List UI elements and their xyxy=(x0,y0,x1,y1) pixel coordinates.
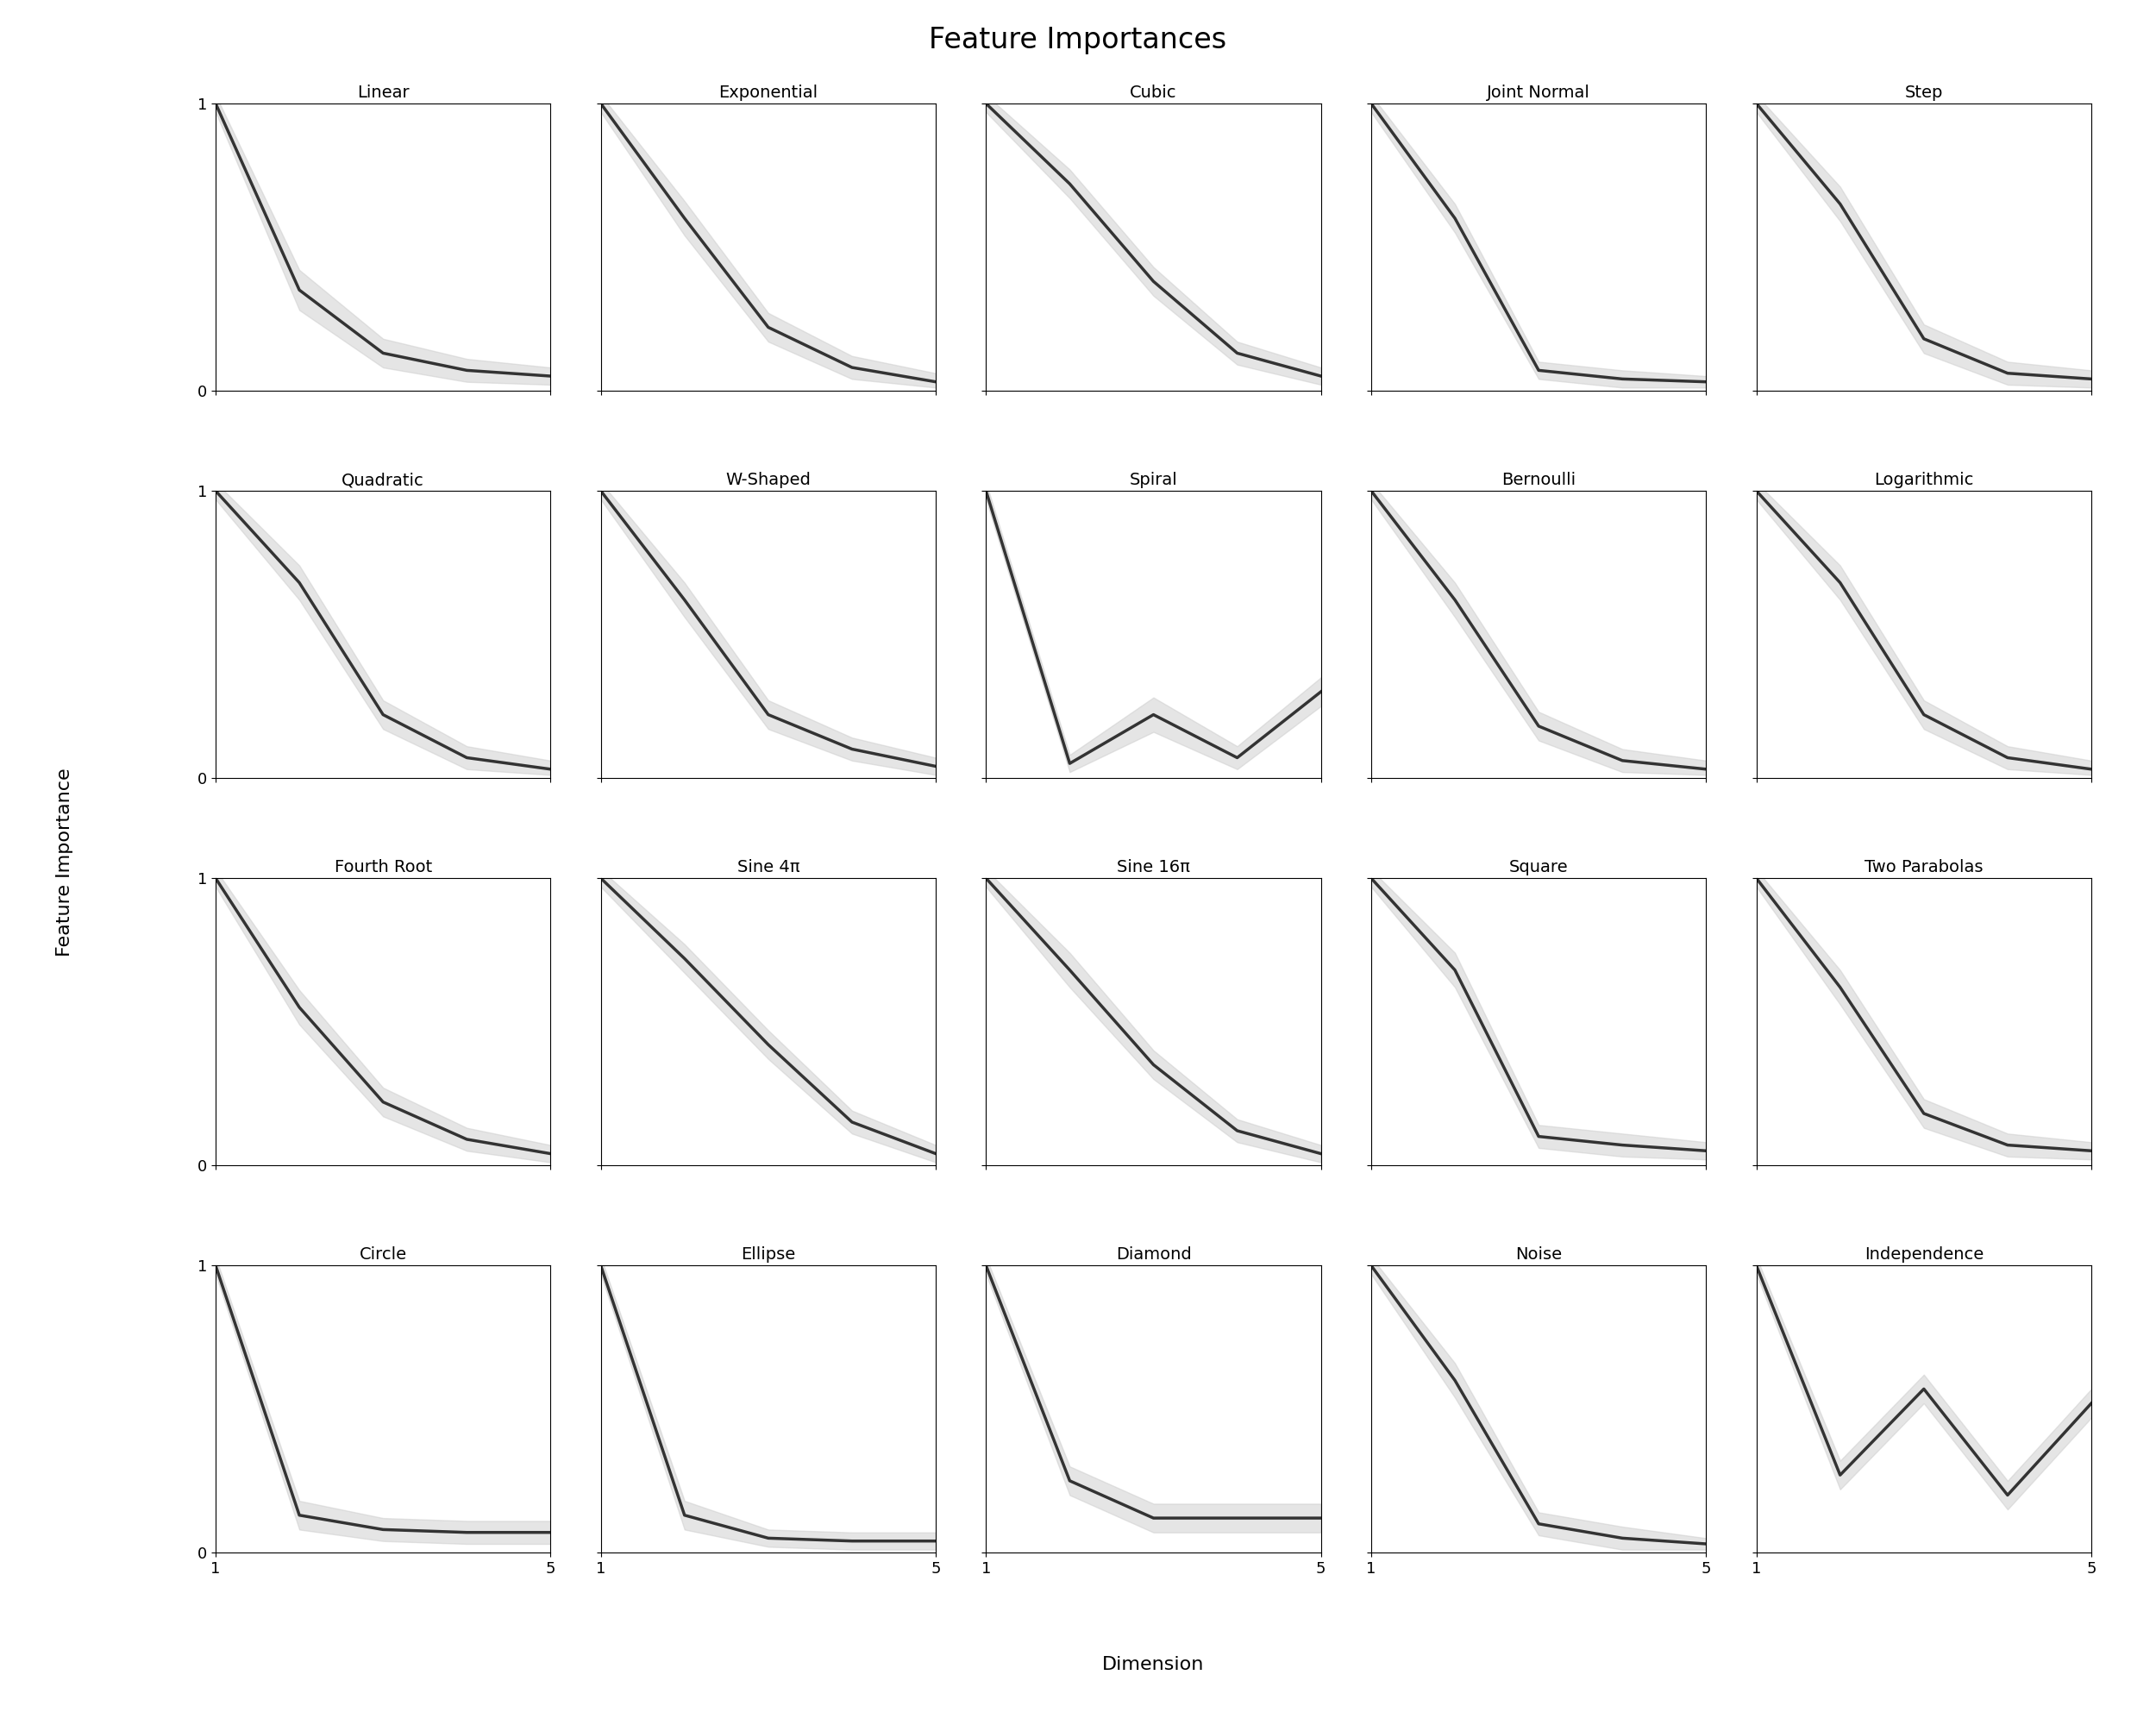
Title: Joint Normal: Joint Normal xyxy=(1488,85,1591,102)
Text: Dimension: Dimension xyxy=(1102,1656,1205,1673)
Title: Independence: Independence xyxy=(1865,1247,1984,1263)
Title: Fourth Root: Fourth Root xyxy=(334,859,431,876)
Text: Feature Importances: Feature Importances xyxy=(929,26,1227,53)
Title: Ellipse: Ellipse xyxy=(742,1247,796,1263)
Title: Exponential: Exponential xyxy=(718,85,817,102)
Title: Linear: Linear xyxy=(358,85,410,102)
Title: Noise: Noise xyxy=(1516,1247,1561,1263)
Title: Circle: Circle xyxy=(360,1247,407,1263)
Title: Sine 16π: Sine 16π xyxy=(1117,859,1190,876)
Title: Step: Step xyxy=(1904,85,1943,102)
Title: Cubic: Cubic xyxy=(1130,85,1177,102)
Title: Quadratic: Quadratic xyxy=(343,473,425,488)
Text: Feature Importance: Feature Importance xyxy=(56,768,73,957)
Title: Bernoulli: Bernoulli xyxy=(1501,473,1576,488)
Title: Square: Square xyxy=(1509,859,1567,876)
Title: Logarithmic: Logarithmic xyxy=(1874,473,1973,488)
Title: W-Shaped: W-Shaped xyxy=(727,473,811,488)
Title: Two Parabolas: Two Parabolas xyxy=(1865,859,1984,876)
Title: Sine 4π: Sine 4π xyxy=(737,859,800,876)
Title: Diamond: Diamond xyxy=(1115,1247,1192,1263)
Title: Spiral: Spiral xyxy=(1130,473,1177,488)
